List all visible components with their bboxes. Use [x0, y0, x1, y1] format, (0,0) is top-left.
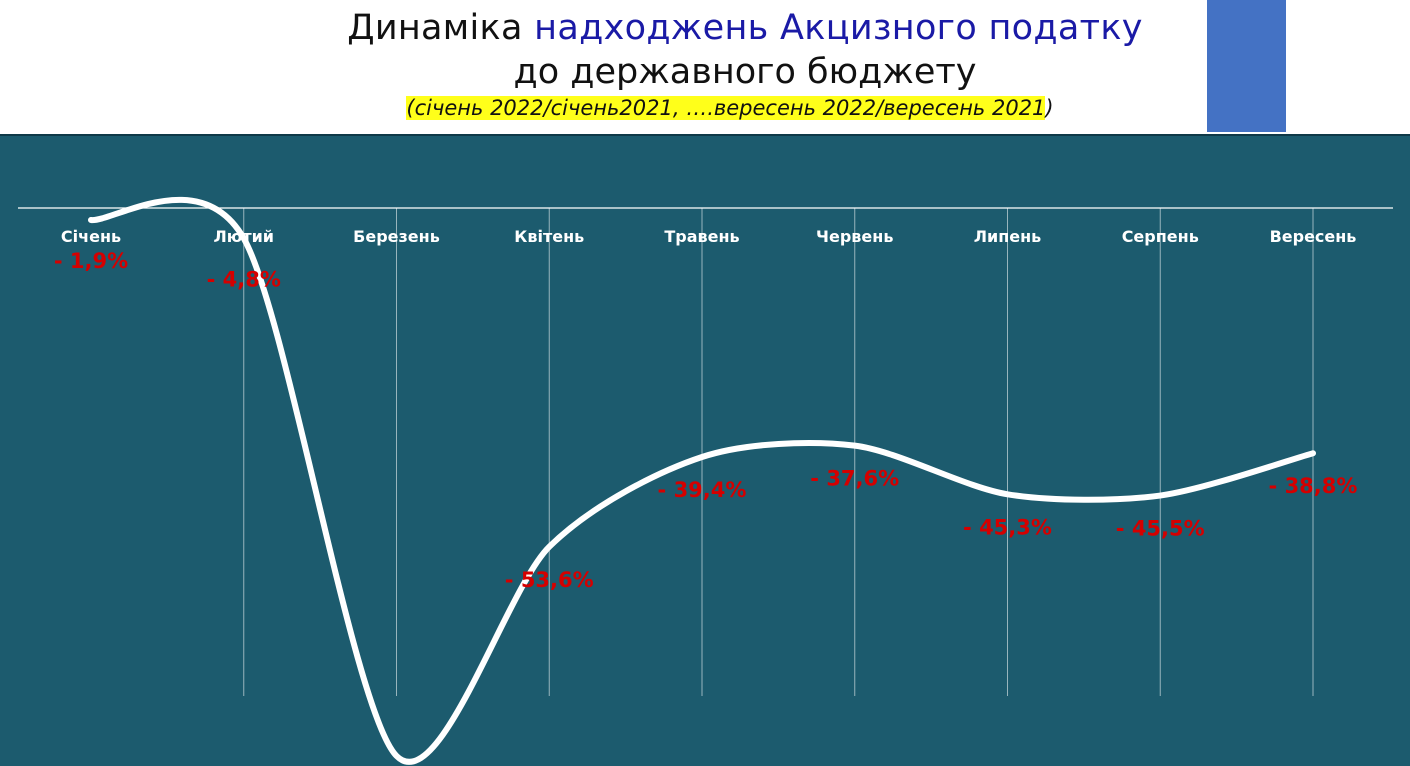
value-label: - 45,5% — [1116, 517, 1205, 541]
month-label: Вересень — [1270, 227, 1357, 246]
series-line — [88, 196, 1316, 765]
value-label: - 45,3% — [963, 515, 1052, 539]
month-label: Квітень — [514, 227, 584, 246]
subtitle: (січень 2022/січень2021, ….вересень 2022… — [0, 96, 1410, 120]
subtitle-text: січень 2022/січень2021, ….вересень 2022/… — [414, 96, 1046, 120]
subtitle-open-paren: ( — [406, 96, 415, 120]
month-label: Лютий — [213, 227, 274, 246]
value-label: - 4,8% — [207, 267, 281, 291]
month-label: Липень — [974, 227, 1042, 246]
value-label: - 53,6% — [505, 568, 594, 592]
chart-panel: Січень Лютий Березень Квітень Травень Червень… — [0, 134, 1410, 766]
title-line-1: Динаміка надходжень Акцизного податку — [0, 8, 1410, 48]
title-line-2: до державного бюджету — [513, 52, 977, 92]
month-label: Березень — [353, 227, 440, 246]
accent-block — [1207, 0, 1286, 132]
value-label: - 38,8% — [1269, 474, 1358, 498]
value-label: - 37,6% — [810, 467, 899, 491]
line-chart: Січень Лютий Березень Квітень Травень Червень… — [18, 196, 1393, 765]
month-label: Травень — [664, 227, 739, 246]
title-part-1: Динаміка — [347, 8, 535, 48]
month-label: Серпень — [1122, 227, 1199, 246]
title-part-2: надходжень Акцизного податку — [534, 8, 1143, 48]
month-label: Червень — [816, 227, 893, 246]
slide-header: Динаміка надходжень Акцизного податку до… — [0, 0, 1410, 134]
month-label: Січень — [61, 227, 121, 246]
value-label: - 39,4% — [658, 478, 747, 502]
subtitle-highlighted: (січень 2022/січень2021, ….вересень 2022… — [406, 96, 1046, 120]
subtitle-close-paren: ) — [1045, 96, 1054, 120]
value-label: - 1,9% — [54, 249, 128, 273]
